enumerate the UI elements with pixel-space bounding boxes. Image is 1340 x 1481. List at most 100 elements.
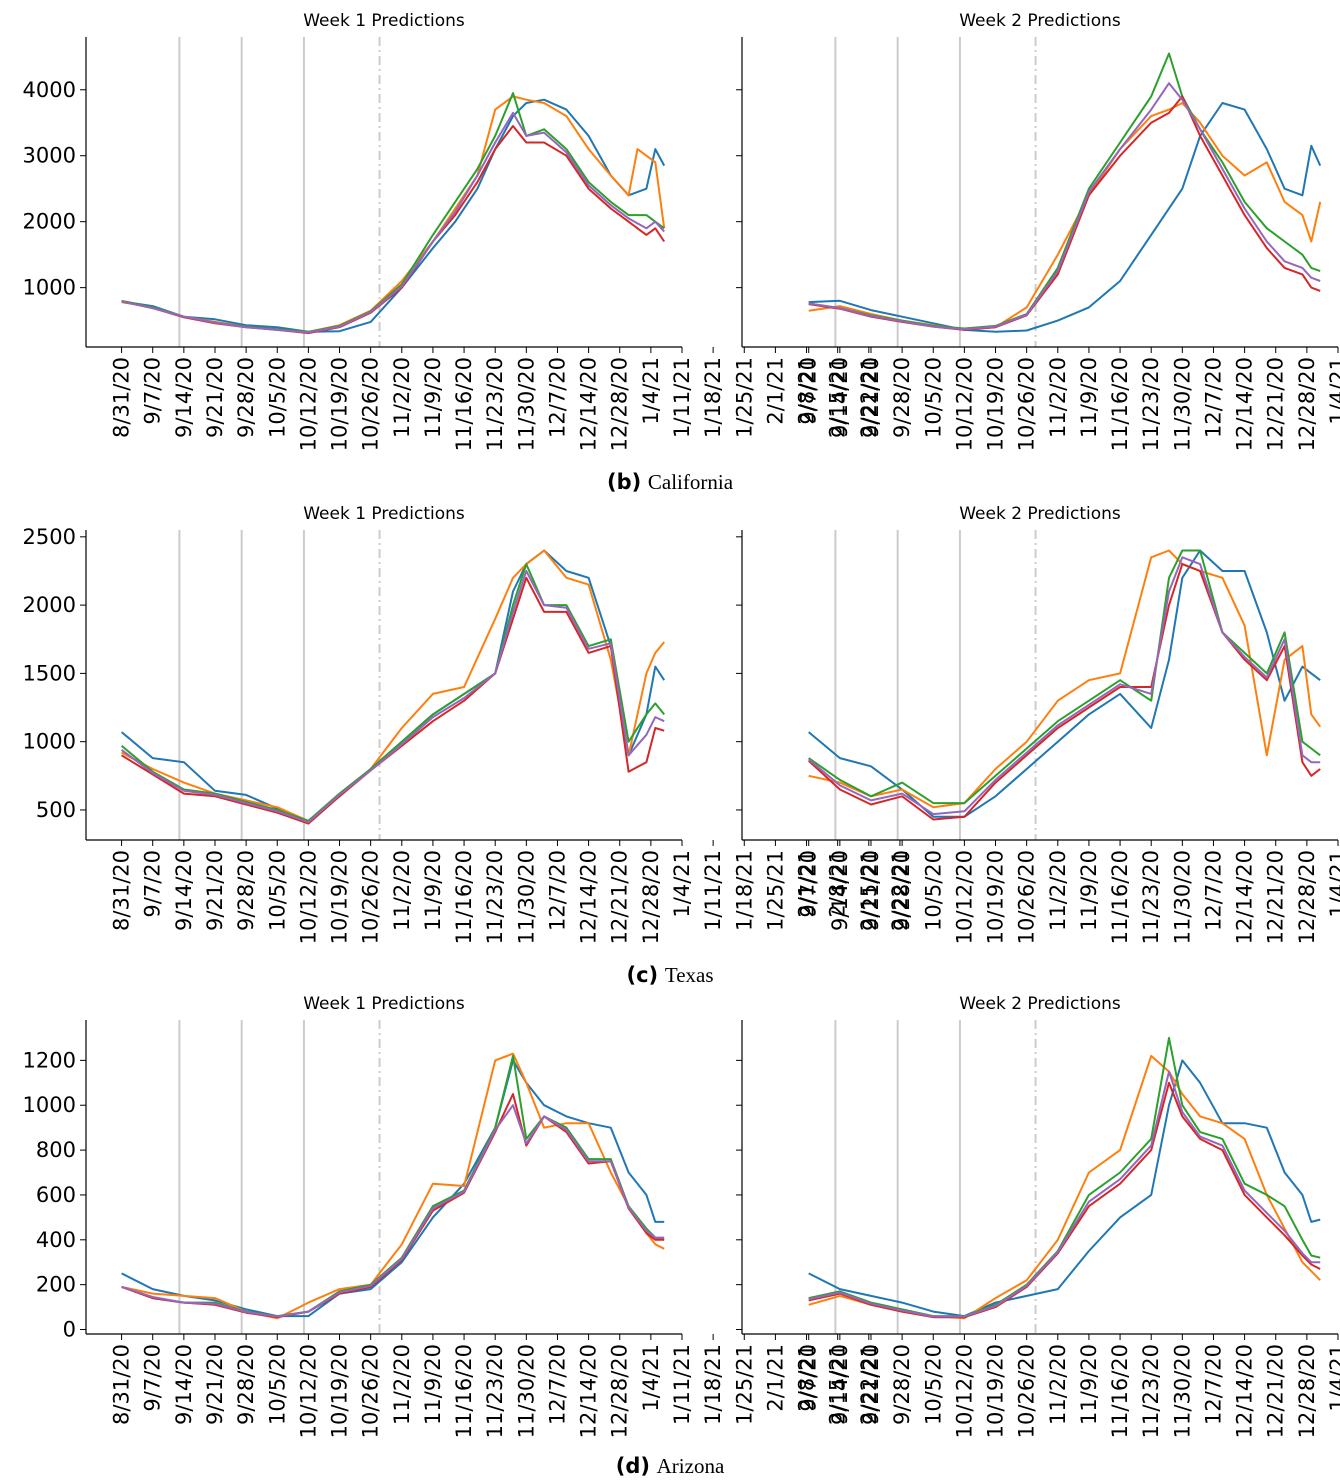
series-line-4: [808, 82, 1321, 331]
x-tick-label: 11/23/20: [483, 1344, 507, 1438]
x-tick-label: 10/26/20: [1015, 357, 1039, 451]
x-tick-label: 11/16/20: [1108, 357, 1132, 451]
x-tick-label: 11/30/20: [514, 1344, 538, 1438]
x-tick-label: 11/2/20: [390, 850, 414, 931]
x-tick-label: 2/1/21: [763, 357, 787, 425]
x-tick-label: 12/14/20: [577, 1344, 601, 1438]
series-line-3: [808, 563, 1321, 821]
x-tick-label: 9/21/20: [859, 1344, 883, 1425]
caption-arizona: (d) Arizona: [0, 1454, 1340, 1479]
x-tick-label: 11/23/20: [483, 850, 507, 944]
y-tick-label: 1200: [23, 1048, 76, 1072]
x-tick-label: 12/7/20: [546, 850, 570, 931]
y-tick-label: 3000: [23, 144, 76, 168]
x-tick-label: 1/4/21: [1326, 1344, 1340, 1412]
series-line-0: [121, 1059, 665, 1318]
x-tick-label: 11/9/20: [421, 850, 445, 931]
y-tick-label: 600: [36, 1183, 76, 1207]
series-line-2: [121, 1054, 665, 1318]
x-tick-label: 11/30/20: [1170, 850, 1194, 944]
series-line-0: [120, 549, 666, 822]
x-tick-label: 10/12/20: [952, 1344, 976, 1438]
x-tick-label: 10/26/20: [1015, 1344, 1039, 1438]
x-tick-label: 1/11/21: [701, 850, 725, 931]
y-tick-label: 0: [63, 1318, 76, 1342]
x-tick-label: 9/21/20: [203, 357, 227, 438]
x-tick-label: 12/28/20: [608, 357, 632, 451]
panel-5: Week 2 Predictions 9/7/20 9/14/20 9/21/20 9/…: [736, 994, 1340, 1438]
caption-state: Texas: [664, 963, 714, 987]
x-tick-label: 11/2/20: [1046, 1344, 1070, 1425]
x-tick-label: 2/22/21: [857, 1344, 881, 1425]
panel-title: Week 2 Predictions: [959, 11, 1121, 31]
x-tick-label: 9/21/20: [203, 1344, 227, 1425]
x-tick-label: 9/14/20: [172, 850, 196, 931]
x-tick-label: 9/7/20: [797, 1344, 821, 1412]
y-tick-label: 200: [36, 1273, 76, 1297]
x-tick-label: 10/5/20: [265, 850, 289, 931]
x-tick-label: 12/21/20: [1264, 850, 1288, 944]
x-tick-label: 9/28/20: [890, 850, 914, 931]
x-tick-label: 9/7/20: [797, 850, 821, 918]
x-tick-label: 9/28/20: [890, 1344, 914, 1425]
x-tick-label: 10/26/20: [359, 1344, 383, 1438]
caption-letter: (b): [606, 470, 642, 494]
x-tick-label: 12/21/20: [1264, 1344, 1288, 1438]
y-tick-label: 2500: [23, 525, 76, 549]
x-tick-label: 11/30/20: [514, 357, 538, 451]
x-tick-label: 10/12/20: [296, 1344, 320, 1438]
x-tick-label: 1/4/21: [639, 357, 663, 425]
x-tick-label: 10/5/20: [265, 1344, 289, 1425]
panel-1: Week 2 Predictions 9/7/20 9/14/20 9/21/20 9/…: [736, 11, 1340, 451]
series-line-3: [121, 125, 666, 335]
caption-texas: (c) Texas: [0, 963, 1340, 988]
x-tick-label: 12/7/20: [1202, 1344, 1226, 1425]
series-line-3: [121, 1093, 665, 1319]
x-tick-label: 12/7/20: [1202, 357, 1226, 438]
x-tick-label: 12/21/20: [608, 850, 632, 944]
x-tick-label: 9/14/20: [828, 357, 852, 438]
caption-state: California: [647, 470, 734, 494]
x-tick-label: 12/28/20: [1295, 850, 1319, 944]
x-tick-label: 11/30/20: [514, 850, 538, 944]
caption-state: Arizona: [656, 1454, 725, 1478]
y-tick-label: 1500: [23, 661, 76, 685]
x-tick-label: 10/12/20: [952, 357, 976, 451]
panel-title: Week 2 Predictions: [959, 994, 1121, 1014]
series-line-2: [120, 563, 665, 822]
x-tick-label: 8/31/20: [110, 850, 134, 931]
x-tick-label: 12/28/20: [639, 850, 663, 944]
y-tick-label: 4000: [23, 78, 76, 102]
panel-2: Week 1 Predictions 500 1000 1500 2000 2500 8/3…: [23, 504, 912, 944]
x-tick-label: 9/14/20: [172, 1344, 196, 1425]
series-line-4: [121, 111, 665, 334]
x-tick-label: 10/19/20: [328, 357, 352, 451]
x-tick-label: 10/5/20: [921, 850, 945, 931]
series-line-2: [808, 549, 1321, 805]
x-tick-label: 10/19/20: [984, 850, 1008, 944]
x-tick-label: 2/1/21: [763, 1344, 787, 1412]
y-tick-label: 800: [36, 1138, 76, 1162]
x-tick-label: 11/2/20: [390, 1344, 414, 1425]
series-line-3: [808, 95, 1321, 331]
x-tick-label: 11/30/20: [1170, 357, 1194, 451]
x-tick-label: 9/21/20: [203, 850, 227, 931]
x-tick-label: 9/28/20: [234, 850, 258, 931]
x-tick-label: 11/16/20: [452, 850, 476, 944]
series-line-2: [808, 1036, 1321, 1318]
y-tick-label: 400: [36, 1228, 76, 1252]
x-tick-label: 2/22/21: [857, 357, 881, 438]
x-tick-label: 11/23/20: [483, 357, 507, 451]
caption-letter: (d): [615, 1454, 650, 1478]
x-tick-label: 9/14/20: [828, 1344, 852, 1425]
x-tick-label: 11/9/20: [421, 357, 445, 438]
x-tick-label: 11/16/20: [452, 357, 476, 451]
x-tick-label: 10/12/20: [952, 850, 976, 944]
x-tick-label: 10/12/20: [296, 357, 320, 451]
x-tick-label: 10/26/20: [1015, 850, 1039, 944]
x-tick-label: 9/7/20: [797, 357, 821, 425]
x-tick-label: 11/23/20: [1139, 357, 1163, 451]
caption-california: (b) California: [0, 470, 1340, 495]
series-line-0: [808, 1059, 1321, 1318]
x-tick-label: 9/21/20: [859, 357, 883, 438]
